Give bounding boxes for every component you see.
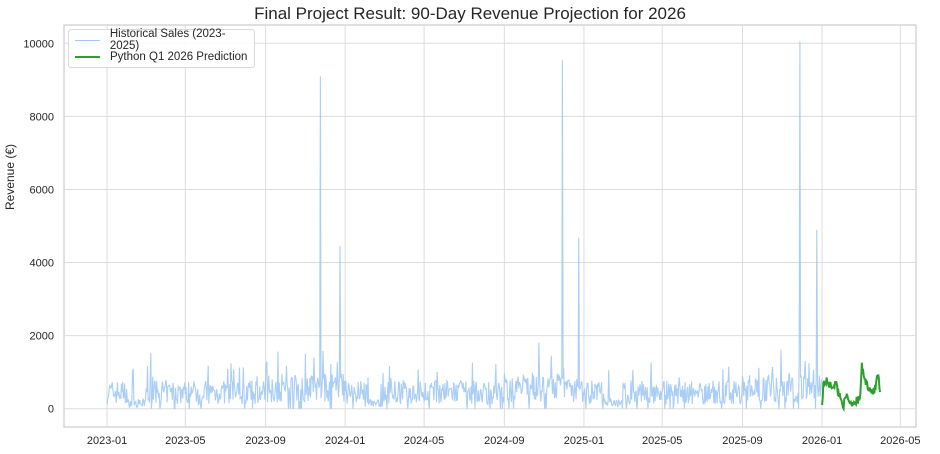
x-tick-label: 2026-01 xyxy=(802,435,842,447)
x-tick-label: 2025-05 xyxy=(642,435,682,447)
legend-line-icon xyxy=(75,39,100,41)
x-tick-label: 2025-09 xyxy=(722,435,762,447)
x-tick-label: 2024-09 xyxy=(484,435,524,447)
legend: Historical Sales (2023-2025) Python Q1 2… xyxy=(68,28,255,68)
prediction-line xyxy=(821,362,882,413)
x-tick-label: 2023-09 xyxy=(245,435,285,447)
x-tick-label: 2025-01 xyxy=(564,435,604,447)
legend-item-historical: Historical Sales (2023-2025) xyxy=(75,28,254,52)
y-tick-label: 4000 xyxy=(30,258,54,270)
y-tick-label: 2000 xyxy=(30,331,54,343)
x-tick-label: 2026-05 xyxy=(880,435,920,447)
legend-item-prediction: Python Q1 2026 Prediction xyxy=(75,49,247,65)
y-tick-label: 10000 xyxy=(23,38,54,50)
x-tick-label: 2024-05 xyxy=(404,435,444,447)
legend-line-icon xyxy=(75,56,100,58)
plot-area xyxy=(63,24,917,428)
historical-sales-line xyxy=(106,41,822,410)
x-tick-label: 2023-01 xyxy=(87,435,127,447)
y-tick-label: 8000 xyxy=(30,111,54,123)
y-axis-label: Revenue (€) xyxy=(3,143,17,210)
legend-label: Python Q1 2026 Prediction xyxy=(110,51,248,63)
y-tick-label: 6000 xyxy=(30,184,54,196)
x-tick-label: 2023-05 xyxy=(165,435,205,447)
legend-label: Historical Sales (2023-2025) xyxy=(109,28,226,52)
x-tick-label: 2024-01 xyxy=(325,435,365,447)
chart-title: Final Project Result: 90-Day Revenue Pro… xyxy=(254,4,686,23)
y-tick-label: 0 xyxy=(48,404,54,416)
